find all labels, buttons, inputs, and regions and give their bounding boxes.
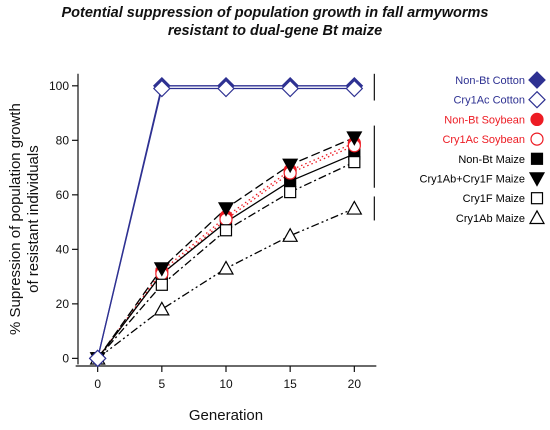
y-tick-label-3: 60	[56, 188, 70, 202]
series-7-point-2	[217, 260, 235, 275]
chart-title-line-1: Potential suppression of population grow…	[61, 5, 489, 21]
legend-marker-6	[530, 192, 544, 205]
series-6-point-4	[348, 156, 361, 169]
x-tick-label-4: 20	[348, 377, 362, 391]
series-1-point-1	[152, 79, 171, 98]
y-tick-label-0: 0	[62, 351, 69, 365]
series-markers	[88, 76, 364, 368]
x-tick-label-1: 5	[158, 377, 165, 391]
legend-label-1: Cry1Ac Cotton	[453, 95, 525, 107]
series-7-point-3	[282, 227, 299, 242]
series-1-point-2	[217, 79, 235, 98]
legend-marker-1	[528, 90, 546, 109]
legend-marker-2	[530, 112, 544, 127]
series-6-point-3	[284, 186, 297, 199]
series-1-point-4	[345, 79, 364, 98]
legend-label-4: Non-Bt Maize	[458, 154, 525, 166]
series-line-7	[97, 207, 355, 359]
y-axis-label-line-2: of resistant individuals	[25, 145, 42, 293]
series-6-point-2	[219, 224, 233, 237]
legend-marker-3	[530, 132, 544, 146]
legend-label-0: Non-Bt Cotton	[455, 75, 525, 87]
x-axis-label: Generation	[189, 407, 263, 424]
series-7-point-4	[346, 200, 363, 215]
series-line-3	[97, 145, 355, 359]
series-line-4	[97, 153, 355, 359]
x-tick-label-2: 10	[219, 377, 233, 391]
series-7-point-1	[153, 301, 170, 316]
y-tick-label-4: 80	[56, 133, 70, 147]
legend-label-2: Non-Bt Soybean	[444, 114, 525, 126]
legend-label-5: Cry1Ab+Cry1F Maize	[420, 174, 525, 186]
series-6-point-1	[155, 278, 168, 291]
legend-marker-0	[528, 71, 546, 89]
y-axis-label-line-1: % Supression of population growth	[7, 103, 24, 335]
x-tick-label-3: 15	[283, 377, 297, 391]
legend-label-6: Cry1F Maize	[463, 193, 525, 205]
series-1-point-0	[88, 349, 107, 368]
y-tick-label-5: 100	[49, 79, 69, 93]
series-5-point-3	[282, 158, 299, 174]
x-tick-label-0: 0	[94, 377, 101, 391]
legend-label-3: Cry1Ac Soybean	[442, 134, 525, 146]
series-5-point-4	[346, 131, 363, 146]
axes: 0 5 10 15 20 0 20 40 60 80 100	[49, 73, 377, 391]
legend-marker-5	[528, 172, 546, 187]
legend-marker-7	[528, 209, 546, 225]
legend: Non-Bt Cotton Cry1Ac Cotton Non-Bt Soybean…	[420, 71, 546, 225]
legend-marker-4	[530, 152, 544, 165]
legend-label-7: Cry1Ab Maize	[456, 213, 525, 225]
series-5-point-1	[153, 262, 170, 277]
y-tick-label-2: 40	[56, 242, 70, 256]
series-line-2	[97, 142, 355, 359]
y-tick-label-1: 20	[56, 297, 70, 311]
series-5-point-2	[217, 202, 235, 217]
series-1-point-3	[281, 79, 300, 98]
chart-title-line-2: resistant to dual-gene Bt maize	[167, 23, 383, 39]
